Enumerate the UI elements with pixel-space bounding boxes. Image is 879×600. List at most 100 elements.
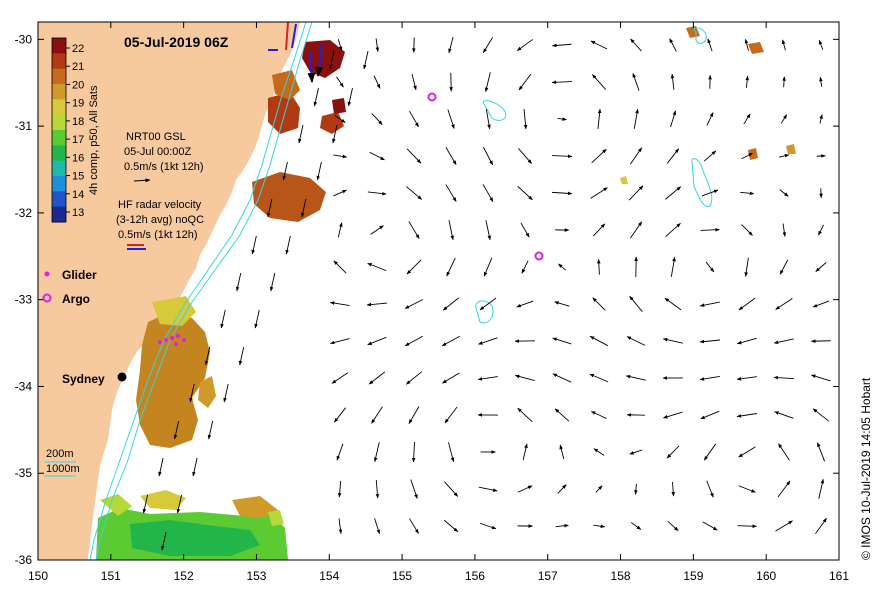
current-vector <box>406 186 423 200</box>
svg-text:200m: 200m <box>46 448 74 460</box>
current-vector <box>775 520 793 532</box>
current-vector <box>235 272 242 292</box>
current-vector <box>554 301 570 307</box>
colorbar-tick-label: 20 <box>72 79 84 91</box>
current-vector <box>267 198 273 218</box>
colorbar-swatch <box>52 176 66 192</box>
current-vector <box>445 184 457 202</box>
current-vector <box>590 411 607 419</box>
svg-text:1000m: 1000m <box>46 463 80 475</box>
current-vector <box>316 161 322 181</box>
current-vector <box>780 114 788 124</box>
x-tick-label: 155 <box>392 569 412 583</box>
current-vector <box>589 335 609 347</box>
current-vector <box>220 309 226 329</box>
current-vector <box>329 50 335 70</box>
y-tick-label: -34 <box>15 379 33 393</box>
current-vector <box>699 339 720 344</box>
colorbar-tick-label: 21 <box>72 61 84 73</box>
current-vector <box>408 406 420 425</box>
current-vector <box>589 373 609 383</box>
current-vector <box>554 408 570 422</box>
current-vector <box>664 297 682 311</box>
current-vector <box>445 147 457 165</box>
colorbar-swatch <box>52 160 66 177</box>
svg-text:HF radar velocity: HF radar velocity <box>118 199 202 211</box>
current-vector <box>313 87 319 107</box>
x-tick-label: 156 <box>465 569 485 583</box>
current-vector <box>409 110 419 128</box>
colorbar-tick-label: 19 <box>72 98 84 110</box>
colorbar-swatch <box>52 191 66 208</box>
current-vector <box>629 295 643 313</box>
current-vector <box>408 221 420 239</box>
current-vector <box>207 420 214 440</box>
current-vector <box>158 457 164 477</box>
current-vector <box>223 383 229 403</box>
current-vector <box>161 531 167 551</box>
current-vector <box>706 480 714 498</box>
current-vector <box>331 372 349 384</box>
current-vector <box>810 339 831 343</box>
current-vector <box>338 518 343 534</box>
current-vector <box>666 148 680 164</box>
current-vector <box>670 73 675 90</box>
current-vector <box>816 154 826 158</box>
current-vector <box>779 189 789 197</box>
current-vector <box>703 443 717 461</box>
current-vector <box>337 480 342 498</box>
current-vector <box>333 154 348 159</box>
current-vector <box>738 446 756 458</box>
current-vector <box>406 259 422 275</box>
current-vector <box>518 73 532 91</box>
x-tick-label: 153 <box>246 569 266 583</box>
current-vector <box>443 481 459 497</box>
y-axis: -30 -31 -32 -33 -34 -35 -36 <box>15 32 839 567</box>
current-vector <box>173 420 180 440</box>
current-vector <box>738 485 756 493</box>
current-vector <box>744 38 749 51</box>
current-vector <box>371 113 383 125</box>
current-vector <box>782 223 787 237</box>
current-vector <box>629 449 643 455</box>
current-vector <box>626 336 646 346</box>
current-vector <box>484 72 491 93</box>
current-vector <box>592 297 606 311</box>
colorbar-tick-label: 22 <box>72 43 84 55</box>
current-vector <box>483 257 493 277</box>
current-vector <box>411 441 416 463</box>
current-vector <box>448 37 454 54</box>
current-vector <box>551 80 573 85</box>
current-vector <box>369 151 385 161</box>
current-vector <box>482 184 494 203</box>
current-vector <box>819 114 823 124</box>
current-vector <box>363 50 369 70</box>
current-vector <box>744 257 749 277</box>
current-vector <box>736 337 757 345</box>
x-tick-label: 161 <box>829 569 849 583</box>
current-vectors <box>142 37 831 551</box>
current-vector <box>404 335 424 347</box>
x-tick-label: 154 <box>319 569 339 583</box>
current-vector <box>485 109 491 130</box>
current-vector <box>189 383 195 403</box>
colorbar-swatch <box>52 38 66 54</box>
colorbar-swatch <box>52 99 66 116</box>
current-vector <box>337 39 343 52</box>
y-tick-label: -30 <box>15 32 33 46</box>
current-vector <box>630 522 642 530</box>
colorbar-swatch <box>52 68 66 85</box>
current-vector <box>670 256 676 277</box>
marker-legend: Glider Argo <box>42 268 97 306</box>
current-vector <box>514 374 535 381</box>
map-title: 05-Jul-2019 06Z <box>124 34 229 50</box>
model-legend: NRT00 GSL 05-Jul 00:00Z 0.5m/s (1kt 12h) <box>124 131 203 183</box>
plot-frame <box>37 21 840 561</box>
current-vector <box>409 518 419 534</box>
current-vector <box>404 299 424 309</box>
current-vector <box>810 374 831 382</box>
current-vector <box>442 297 460 311</box>
current-vector <box>368 371 386 385</box>
argo-legend-label: Argo <box>62 292 90 306</box>
current-vector <box>441 335 461 347</box>
